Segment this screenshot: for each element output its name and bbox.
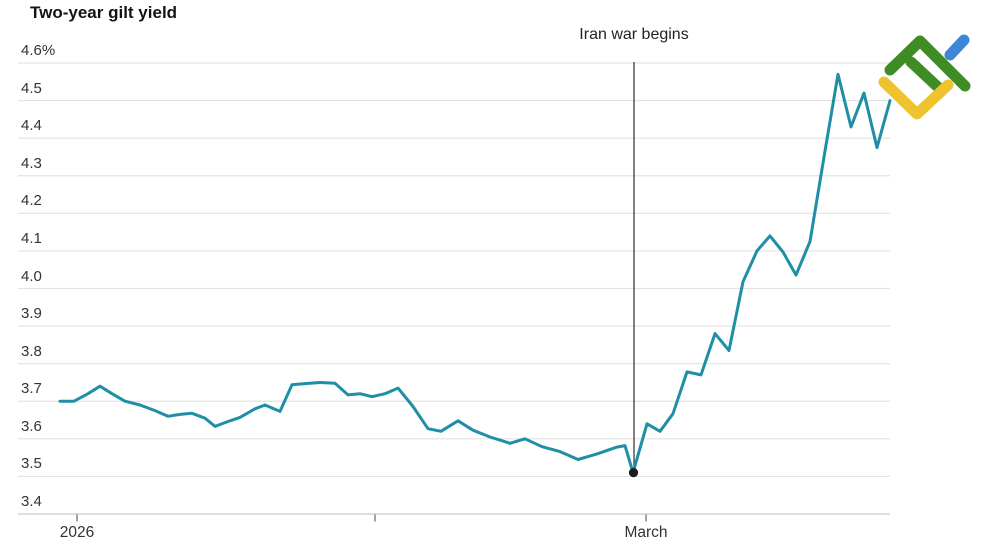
event-annotation-label: Iran war begins xyxy=(579,26,689,43)
y-axis-label: 3.6 xyxy=(21,417,42,435)
logo-blue-accent-stroke xyxy=(944,34,970,61)
y-axis-label: 3.7 xyxy=(21,380,42,398)
y-axis-label: 3.8 xyxy=(21,342,42,360)
series-line-group xyxy=(58,72,892,475)
y-axis-label: 4.4 xyxy=(21,117,42,135)
yield-line xyxy=(58,72,892,475)
y-axis-label: 3.4 xyxy=(21,493,42,510)
logo-green-f-stroke xyxy=(884,35,971,92)
y-axis-label: 3.5 xyxy=(21,455,42,473)
x-axis xyxy=(18,513,890,522)
logo-green-midbar-stroke xyxy=(905,56,947,96)
event-dot-group xyxy=(628,468,639,478)
y-axis-label: 4.5 xyxy=(21,79,42,97)
y-axis-label: 4.0 xyxy=(21,267,42,285)
chart-title: Two-year gilt yield xyxy=(30,3,178,22)
y-axis-label: 3.9 xyxy=(21,305,42,323)
gridlines xyxy=(18,62,890,478)
logo-yellow-check-stroke xyxy=(878,76,954,120)
x-axis-label: March xyxy=(624,524,668,541)
event-dot xyxy=(628,468,639,478)
y-axis-label: 4.1 xyxy=(21,229,42,247)
litefinance-logo xyxy=(878,34,971,120)
y-axis-label: 4.2 xyxy=(21,192,42,210)
y-axis-label: 4.3 xyxy=(21,154,42,172)
x-axis-label: 2026 xyxy=(59,524,95,541)
y-axis-label: 4.6% xyxy=(21,42,56,59)
